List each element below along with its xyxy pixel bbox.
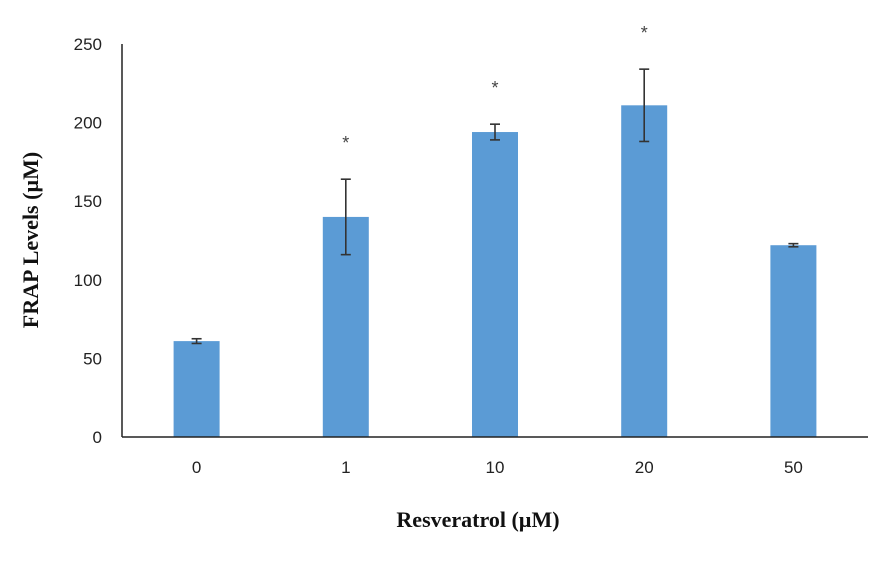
- bar-0: [173, 341, 220, 437]
- x-axis-title: Resveratrol (µM): [396, 507, 559, 532]
- x-axis-ticks: 0 1 10 20 50: [192, 458, 803, 477]
- significance-marker-20: *: [641, 23, 648, 43]
- error-bar-1: [340, 178, 351, 256]
- significance-markers: * * *: [342, 23, 647, 153]
- y-tick-label: 50: [83, 349, 102, 368]
- bars: [173, 105, 817, 438]
- y-axis-ticks: 0 50 100 150 200 250: [74, 35, 102, 447]
- y-tick-label: 200: [74, 114, 102, 133]
- significance-marker-10: *: [491, 78, 498, 98]
- bar-50: [770, 245, 817, 437]
- y-tick-label: 250: [74, 35, 102, 54]
- error-bar-50: [788, 242, 799, 248]
- x-tick-label-20: 20: [635, 458, 654, 477]
- y-tick-label: 0: [93, 428, 102, 447]
- bar-10: [472, 132, 518, 438]
- y-axis-title: FRAP Levels (µM): [18, 152, 43, 328]
- error-bar-20: [639, 68, 650, 143]
- y-tick-label: 100: [74, 271, 102, 290]
- x-tick-label-10: 10: [486, 458, 505, 477]
- bar-20: [621, 105, 668, 438]
- x-tick-label-1: 1: [341, 458, 350, 477]
- x-tick-label-50: 50: [784, 458, 803, 477]
- error-bars: [191, 68, 799, 345]
- y-tick-label: 150: [74, 192, 102, 211]
- error-bar-0: [191, 337, 202, 345]
- error-bar-10: [490, 123, 500, 141]
- x-tick-label-0: 0: [192, 458, 201, 477]
- significance-marker-1: *: [342, 133, 349, 153]
